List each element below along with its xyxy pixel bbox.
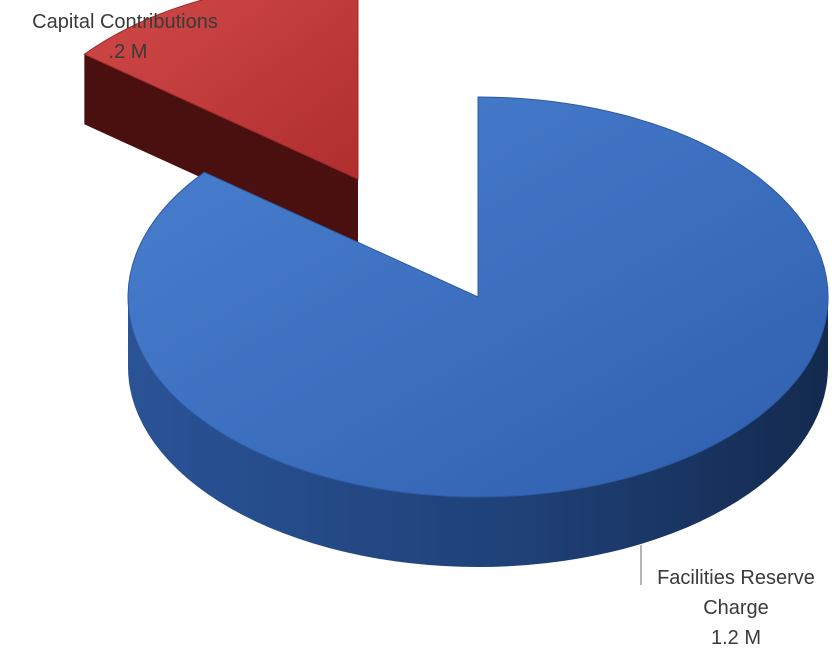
slice-value-capital-contributions: .2 M: [109, 41, 148, 63]
slice-value-facilities-reserve-charge: 1.2 M: [711, 627, 761, 649]
slice-capital-contributions: [83, 0, 359, 250]
slice-top: [127, 96, 829, 498]
slice-side: [128, 297, 828, 567]
slice-wall: [84, 54, 358, 250]
slice-facilities-reserve-charge: [127, 96, 829, 567]
slice-label-facilities-reserve-charge-line2: Charge: [703, 597, 769, 619]
slice-top: [83, 0, 359, 180]
slice-label-facilities-reserve-charge-line1: Facilities Reserve: [657, 567, 815, 589]
slice-label-capital-contributions: Capital Contributions: [32, 11, 218, 33]
